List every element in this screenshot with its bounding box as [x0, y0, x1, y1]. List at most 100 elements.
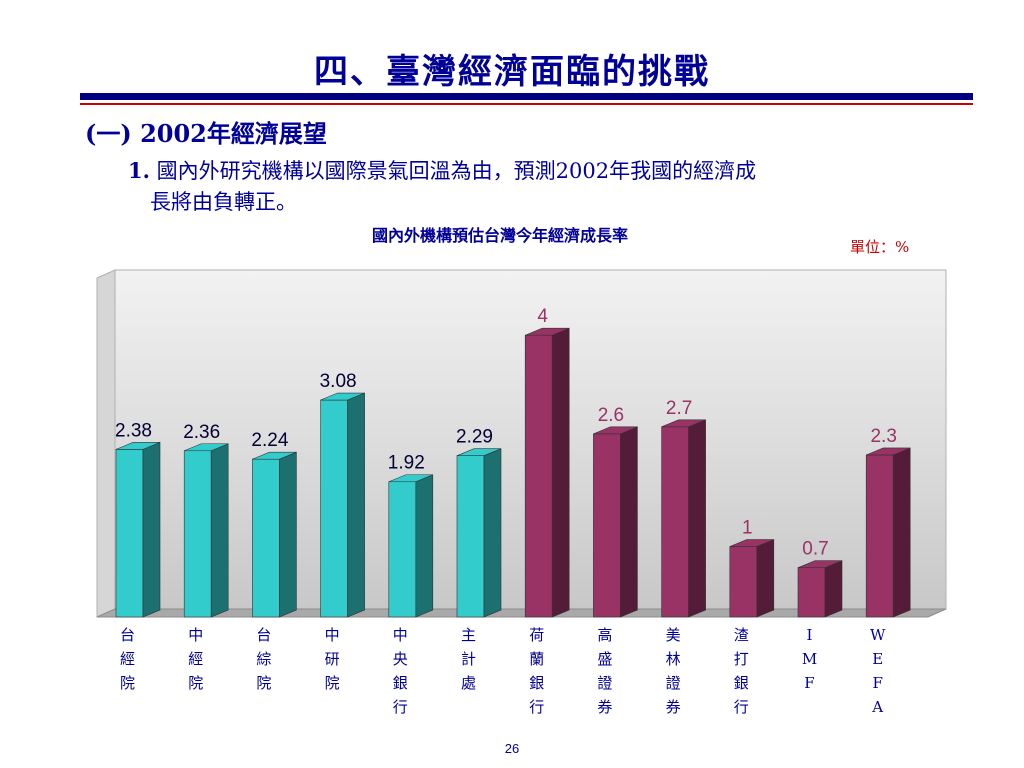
- category-label-char: 銀: [529, 674, 544, 692]
- value-label: 2.24: [251, 430, 288, 451]
- value-label: 3.08: [320, 371, 357, 392]
- bar-side-face: [551, 327, 570, 618]
- category-label-char: 銀: [734, 674, 749, 692]
- category-label-char: 荷: [529, 626, 544, 644]
- bar-front-face: [388, 481, 417, 618]
- bar-front-face: [524, 334, 553, 618]
- category-label-char: 盛: [597, 650, 612, 668]
- category-label-char: 中: [325, 626, 340, 644]
- point-number: 1.: [128, 158, 150, 183]
- category-label-char: 中: [188, 626, 203, 644]
- category-label-char: W: [870, 626, 886, 644]
- bar-5: [388, 474, 434, 618]
- bullet-point: 1. 國內外研究機構以國際景氣回溫為由，預測2002年我國的經濟成 長將由負轉正…: [128, 155, 968, 218]
- value-label: 2.38: [115, 420, 152, 441]
- bar-front-face: [661, 426, 689, 618]
- category-label-char: 綜: [256, 650, 271, 668]
- page-number: 26: [504, 741, 520, 756]
- bar-side-face: [892, 447, 911, 618]
- bar-side-face: [824, 560, 843, 618]
- bar-top-face: [388, 474, 433, 483]
- category-label-char: 銀: [393, 674, 408, 692]
- unit-label: 單位：%: [850, 238, 910, 256]
- bar-side-face: [756, 539, 775, 618]
- bar-top-face: [252, 451, 297, 460]
- bar-front-face: [183, 450, 212, 618]
- category-label-char: 經: [188, 650, 203, 668]
- bar-side-face: [620, 426, 638, 618]
- category-label-char: 券: [666, 698, 681, 716]
- value-label: 2.3: [870, 426, 896, 447]
- category-label-char: 證: [597, 674, 612, 692]
- point-text-line2: 長將由負轉正。: [150, 190, 297, 214]
- bar-2: [183, 443, 229, 618]
- bar-side-face: [142, 441, 161, 618]
- category-label-char: 打: [734, 650, 749, 668]
- bar-top-face: [661, 419, 706, 428]
- bar-3: [252, 451, 297, 618]
- bar-front-face: [115, 449, 144, 618]
- category-label-char: 渣: [734, 626, 749, 644]
- bar-side-face: [279, 451, 297, 618]
- chart-title: 國內外機構預估台灣今年經濟成長率: [371, 226, 628, 245]
- category-label-char: 台: [256, 626, 271, 644]
- category-label-char: 主: [461, 626, 476, 644]
- title-rule-thick: [80, 93, 973, 100]
- category-label-char: 中: [393, 626, 408, 644]
- category-label-char: 美: [666, 626, 681, 644]
- value-label: 1: [742, 518, 753, 539]
- category-label-char: 院: [188, 674, 203, 692]
- category-label-char: 院: [120, 674, 135, 692]
- category-label-char: 經: [120, 650, 135, 668]
- bar-front-face: [320, 399, 348, 618]
- category-label-char: 台: [120, 626, 135, 644]
- category-label-char: A: [871, 698, 883, 716]
- bar-side-face: [347, 392, 365, 618]
- bar-front-face: [252, 458, 280, 618]
- title-rule-thin: [80, 103, 973, 105]
- category-label-char: 券: [597, 698, 612, 716]
- bar-12: [865, 447, 911, 618]
- category-label-char: 行: [734, 698, 749, 716]
- category-label-char: 高: [597, 626, 612, 644]
- value-label: 0.7: [802, 539, 828, 560]
- category-label-char: 行: [529, 698, 544, 716]
- value-label: 1.92: [388, 453, 425, 474]
- category-label-char: E: [872, 650, 883, 668]
- bar-side-face: [210, 443, 229, 618]
- bar-4: [320, 392, 365, 618]
- bar-front-face: [865, 454, 894, 618]
- bar-1: [115, 441, 161, 618]
- bar-top-face: [320, 392, 365, 401]
- bar-6: [456, 448, 502, 618]
- category-label-char: F: [872, 674, 882, 692]
- bar-top-face: [866, 447, 911, 456]
- value-label: 4: [537, 306, 548, 327]
- bar-front-face: [729, 546, 758, 618]
- category-label-char: 蘭: [529, 650, 544, 668]
- category-label-char: 行: [393, 698, 408, 716]
- category-label-char: M: [802, 650, 817, 668]
- category-label-char: 林: [666, 650, 681, 668]
- bar-top-face: [115, 442, 161, 450]
- category-label-char: 院: [325, 674, 340, 692]
- value-label: 2.6: [598, 405, 624, 426]
- bar-side-face: [415, 474, 434, 618]
- value-label: 2.7: [666, 398, 692, 419]
- bar-front-face: [456, 455, 485, 618]
- value-label: 2.29: [456, 427, 493, 448]
- bar-top-face: [184, 443, 229, 452]
- category-label-char: 證: [666, 674, 681, 692]
- category-label-char: I: [807, 626, 813, 644]
- slide-title: 四、臺灣經濟面臨的挑戰: [314, 52, 710, 92]
- section-heading: (一) 2002年經濟展望: [85, 119, 327, 148]
- bar-top-face: [729, 539, 774, 547]
- bar-11: [797, 560, 843, 618]
- category-label-char: 研: [325, 650, 340, 668]
- bar-top-face: [525, 327, 570, 336]
- bar-10: [729, 539, 775, 618]
- bar-front-face: [593, 433, 621, 618]
- bar-top-face: [456, 448, 502, 456]
- point-text-line1: 國內外研究機構以國際景氣回溫為由，預測2002年我國的經濟成: [156, 159, 757, 183]
